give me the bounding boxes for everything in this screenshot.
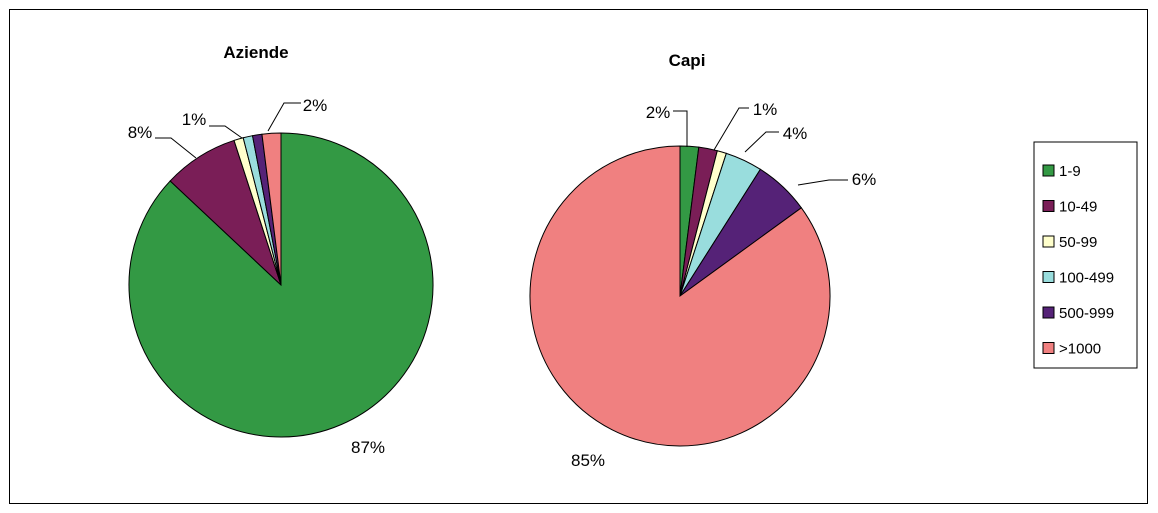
legend-label-500-999: 500-999	[1059, 305, 1114, 322]
pie-aziende-label-over-1000: 2%	[303, 96, 328, 115]
pie-capi	[529, 145, 831, 447]
legend-swatch-1-9	[1042, 164, 1055, 177]
legend: 1-9 10-49 50-99 100-499 500-999 >1000	[1033, 141, 1138, 369]
pie-capi-label-50-99: 1%	[753, 100, 778, 119]
pie-capi-label-100-499: 4%	[783, 124, 808, 143]
legend-swatch-10-49	[1042, 200, 1055, 212]
pie-capi-leader-1-9	[673, 110, 688, 147]
pie-aziende-leader-100-499	[209, 125, 243, 139]
pie-aziende	[128, 132, 434, 438]
pie-title-aziende: Aziende	[223, 43, 288, 62]
legend-label-over-1000: >1000	[1059, 341, 1101, 358]
legend-label-50-99: 50-99	[1059, 234, 1097, 251]
pie-capi-leader-100-499	[744, 131, 779, 153]
pie-capi-label-over-1000: 85%	[571, 451, 605, 470]
leader-lines	[155, 102, 848, 186]
pie-capi-leader-50-99	[713, 107, 749, 151]
legend-box	[1033, 141, 1138, 369]
pie-aziende-slice-over-1000	[261, 132, 282, 286]
pie-aziende-label-1-9: 87%	[351, 438, 385, 457]
pie-title-capi: Capi	[669, 51, 706, 70]
legend-swatch-over-1000	[1042, 342, 1055, 354]
percent-labels: 87% 8% 1% 2% 2% 1% 4% 6% 85%	[128, 96, 877, 470]
pie-aziende-leader-10-49	[155, 137, 197, 159]
legend-label-10-49: 10-49	[1059, 199, 1097, 216]
pie-capi-label-1-9: 2%	[646, 103, 671, 122]
legend-label-1-9: 1-9	[1059, 163, 1081, 180]
pie-capi-slice-over-1000	[529, 145, 831, 447]
pie-aziende-label-10-49: 8%	[128, 123, 153, 142]
legend-swatch-500-999	[1042, 306, 1055, 319]
legend-swatch-100-499	[1042, 271, 1055, 283]
pie-aziende-slice-1-9	[128, 132, 434, 438]
pie-aziende-label-100-499: 1%	[182, 110, 207, 129]
pie-aziende-leader-over-1000	[267, 102, 301, 132]
legend-swatch-50-99	[1042, 235, 1055, 248]
pie-capi-label-500-999: 6%	[852, 170, 877, 189]
pie-capi-leader-500-999	[797, 179, 848, 186]
legend-label-100-499: 100-499	[1059, 270, 1114, 287]
